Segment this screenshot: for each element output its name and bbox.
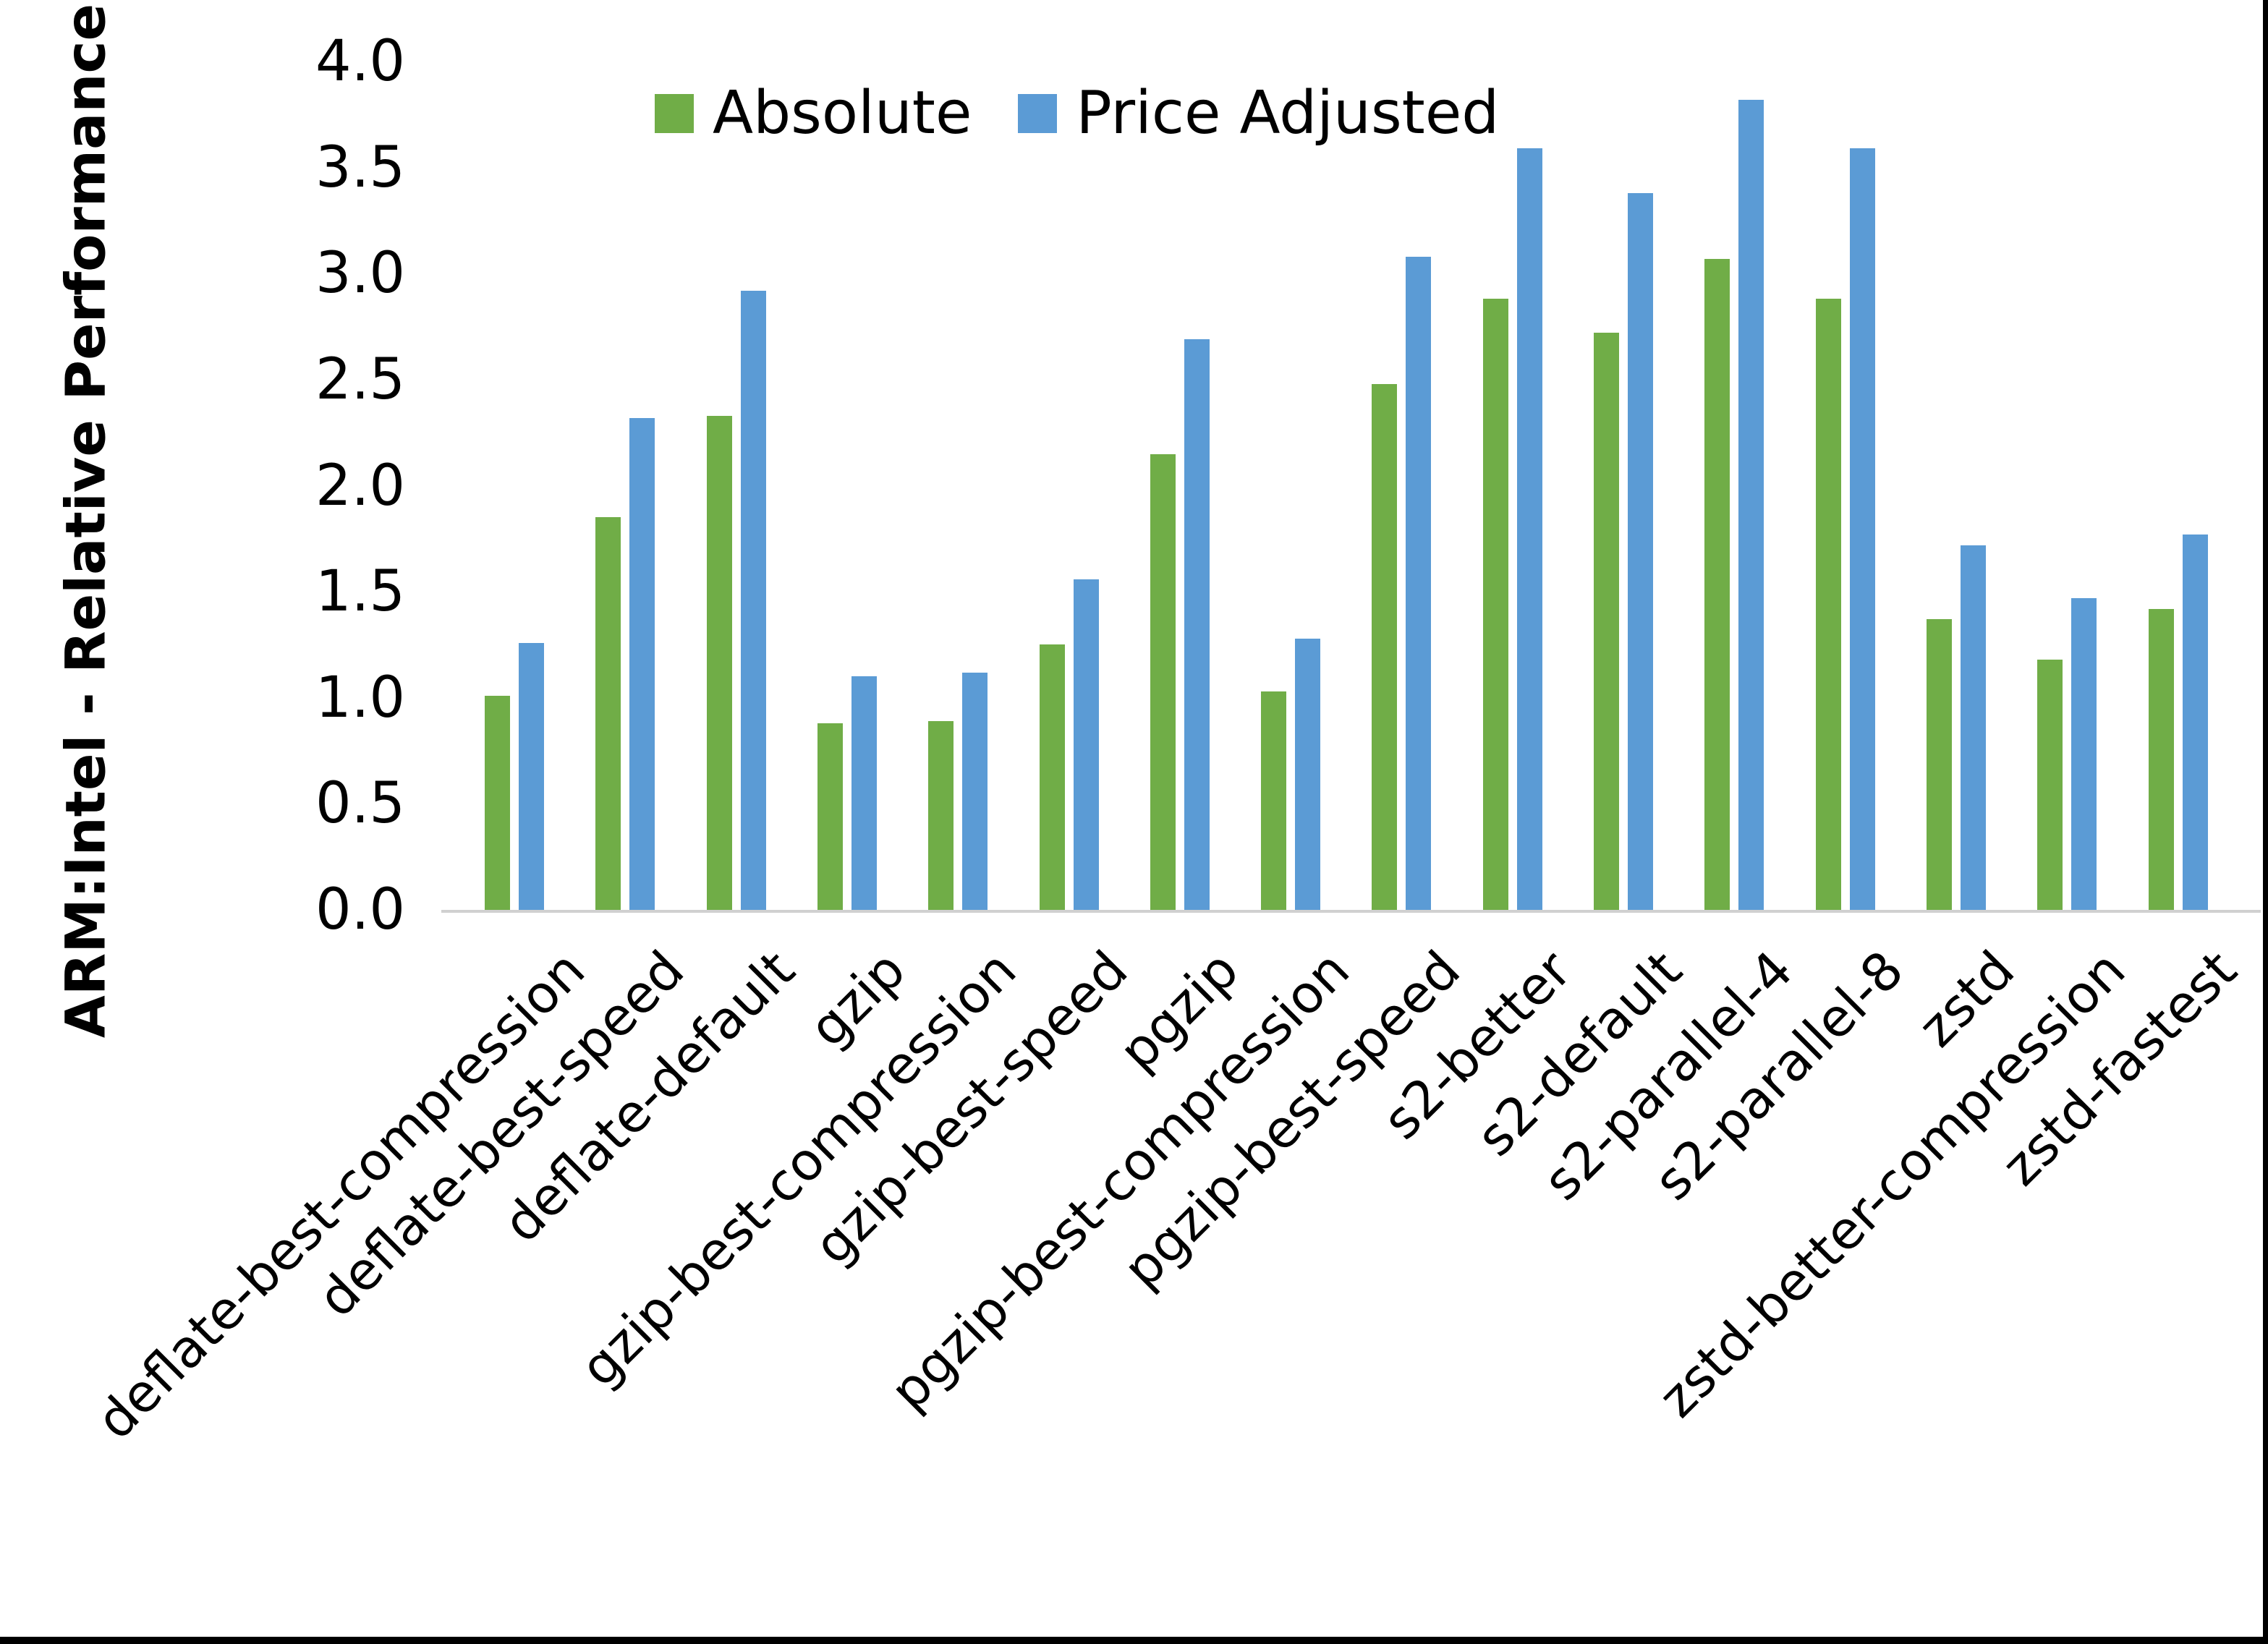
bar-absolute-s2-better bbox=[1483, 299, 1508, 910]
legend-item-price-adjusted: Price Adjusted bbox=[1018, 84, 1499, 143]
bar-price-adjusted-s2-parallel-4 bbox=[1738, 100, 1764, 910]
bar-absolute-deflate-best-speed bbox=[595, 517, 621, 910]
legend-item-absolute: Absolute bbox=[655, 84, 972, 143]
bar-price-adjusted-zstd bbox=[1961, 545, 1986, 910]
bar-price-adjusted-s2-default bbox=[1628, 193, 1653, 910]
y-tick-label: 2.5 bbox=[315, 346, 405, 412]
bar-absolute-zstd-fastest bbox=[2149, 609, 2174, 910]
bar-price-adjusted-pgzip-best-speed bbox=[1406, 257, 1431, 910]
legend-swatch-icon bbox=[655, 94, 694, 133]
bar-absolute-s2-default bbox=[1594, 333, 1619, 910]
bar-price-adjusted-gzip bbox=[851, 676, 877, 910]
bar-price-adjusted-pgzip bbox=[1184, 339, 1210, 910]
frame-bottom-edge bbox=[0, 1637, 2268, 1644]
bar-absolute-s2-parallel-8 bbox=[1816, 299, 1841, 910]
bar-absolute-zstd bbox=[1927, 619, 1952, 910]
y-tick-label: 0.0 bbox=[315, 877, 405, 942]
bar-absolute-zstd-better-compression bbox=[2037, 660, 2063, 910]
bar-price-adjusted-gzip-best-compression bbox=[962, 673, 988, 910]
y-tick-label: 3.5 bbox=[315, 135, 405, 200]
y-tick-label: 3.0 bbox=[315, 241, 405, 307]
x-axis-line bbox=[441, 910, 2261, 913]
bar-price-adjusted-deflate-best-speed bbox=[629, 418, 655, 910]
bar-price-adjusted-s2-parallel-8 bbox=[1850, 148, 1875, 910]
frame-right-edge bbox=[2263, 0, 2268, 1644]
bar-absolute-pgzip-best-speed bbox=[1372, 384, 1397, 910]
bar-absolute-pgzip-best-compression bbox=[1261, 691, 1286, 910]
y-axis-title: ARM:Intel - Relative Performance bbox=[53, 3, 118, 1039]
legend-label: Price Adjusted bbox=[1076, 79, 1500, 148]
bar-absolute-pgzip bbox=[1150, 454, 1176, 910]
bar-absolute-deflate-default bbox=[707, 416, 732, 910]
bar-absolute-gzip bbox=[817, 723, 843, 910]
y-tick-label: 1.0 bbox=[315, 665, 405, 731]
bar-price-adjusted-pgzip-best-compression bbox=[1295, 639, 1320, 910]
bar-absolute-s2-parallel-4 bbox=[1704, 259, 1730, 910]
legend: Absolute Price Adjusted bbox=[655, 84, 1499, 143]
bar-price-adjusted-zstd-better-compression bbox=[2071, 598, 2097, 910]
legend-label: Absolute bbox=[713, 79, 972, 148]
bar-absolute-gzip-best-speed bbox=[1040, 644, 1065, 910]
bar-price-adjusted-deflate-best-compression bbox=[519, 643, 544, 910]
y-tick-label: 4.0 bbox=[315, 29, 405, 94]
bar-price-adjusted-deflate-default bbox=[741, 291, 766, 910]
legend-swatch-icon bbox=[1018, 94, 1058, 133]
bar-price-adjusted-s2-better bbox=[1517, 148, 1542, 910]
bar-absolute-gzip-best-compression bbox=[928, 721, 954, 910]
bar-price-adjusted-zstd-fastest bbox=[2183, 534, 2208, 910]
y-tick-label: 1.5 bbox=[315, 559, 405, 625]
y-tick-label: 2.0 bbox=[315, 453, 405, 519]
bar-price-adjusted-gzip-best-speed bbox=[1074, 579, 1099, 910]
y-tick-label: 0.5 bbox=[315, 771, 405, 837]
bar-absolute-deflate-best-compression bbox=[485, 696, 510, 910]
